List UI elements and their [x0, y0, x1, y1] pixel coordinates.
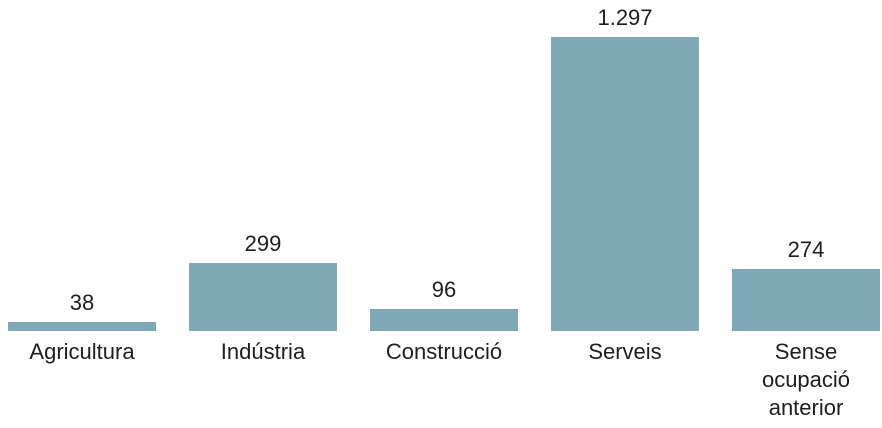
value-label: 274 [787, 236, 825, 262]
category-label: Indústria [220, 339, 306, 364]
value-label: 38 [69, 290, 95, 316]
category-label: Sense ocupació anterior [761, 339, 851, 420]
bar [370, 309, 518, 331]
value-label: 1.297 [597, 5, 653, 30]
category-label: Serveis [588, 339, 662, 364]
value-label: 299 [244, 231, 282, 257]
value-label: 96 [431, 277, 457, 303]
bar [732, 268, 880, 331]
bar [551, 37, 699, 331]
category-label: Construcció [385, 339, 503, 364]
bar [189, 263, 337, 331]
bar [8, 322, 156, 331]
category-label: Agricultura [29, 339, 135, 364]
